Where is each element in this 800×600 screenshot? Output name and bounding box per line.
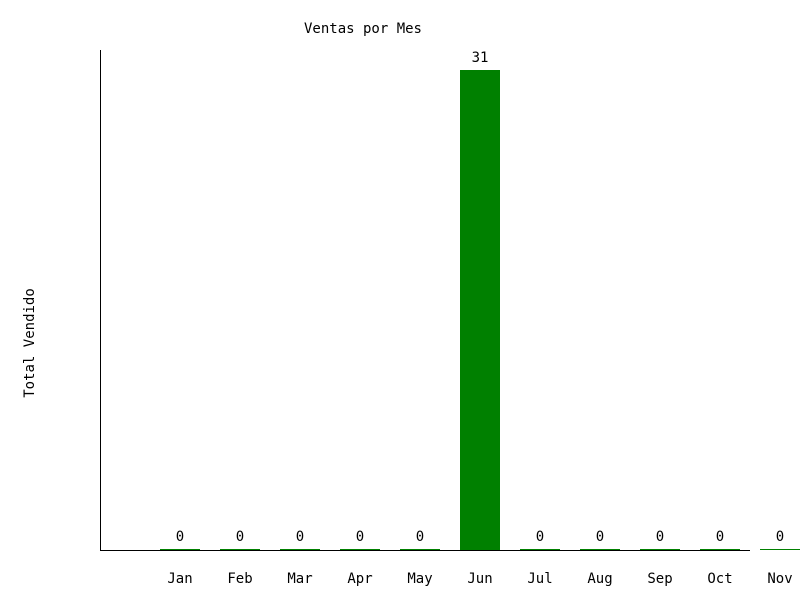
x-tick-label-jan: Jan (167, 571, 192, 587)
x-tick-label-nov: Nov (767, 571, 792, 587)
data-label-apr: 0 (356, 529, 364, 545)
x-tick-label-jun: Jun (467, 571, 492, 587)
data-label-jan: 0 (176, 529, 184, 545)
data-label-feb: 0 (236, 529, 244, 545)
bar-jan (160, 549, 200, 550)
x-tick-label-sep: Sep (647, 571, 672, 587)
x-tick-label-feb: Feb (227, 571, 252, 587)
x-tick-label-mar: Mar (287, 571, 312, 587)
x-tick-label-oct: Oct (707, 571, 732, 587)
data-label-may: 0 (416, 529, 424, 545)
data-label-nov: 0 (776, 529, 784, 545)
x-tick-labels-group: Jan Feb Mar Apr May Jun Jul Aug Sep Oct Nov (167, 571, 792, 587)
data-label-oct: 0 (716, 529, 724, 545)
x-tick-label-aug: Aug (587, 571, 612, 587)
x-tick-label-may: May (407, 571, 432, 587)
data-label-mar: 0 (296, 529, 304, 545)
data-labels-group: 0 0 0 0 0 31 0 0 0 0 0 (176, 50, 784, 545)
x-tick-label-jul: Jul (527, 571, 552, 587)
bars-group (160, 70, 800, 550)
y-axis-label: Total Vendido (22, 288, 38, 398)
data-label-jul: 0 (536, 529, 544, 545)
bar-oct (700, 549, 740, 550)
data-label-sep: 0 (656, 529, 664, 545)
bar-apr (340, 549, 380, 550)
bar-nov (760, 549, 800, 550)
bar-may (400, 549, 440, 550)
bar-mar (280, 549, 320, 550)
bar-jun (460, 70, 500, 550)
bar-jul (520, 549, 560, 550)
chart-title: Ventas por Mes (304, 21, 422, 37)
data-label-jun: 31 (472, 50, 489, 66)
x-tick-label-apr: Apr (347, 571, 372, 587)
bar-feb (220, 549, 260, 550)
data-label-aug: 0 (596, 529, 604, 545)
bar-sep (640, 549, 680, 550)
bar-aug (580, 549, 620, 550)
